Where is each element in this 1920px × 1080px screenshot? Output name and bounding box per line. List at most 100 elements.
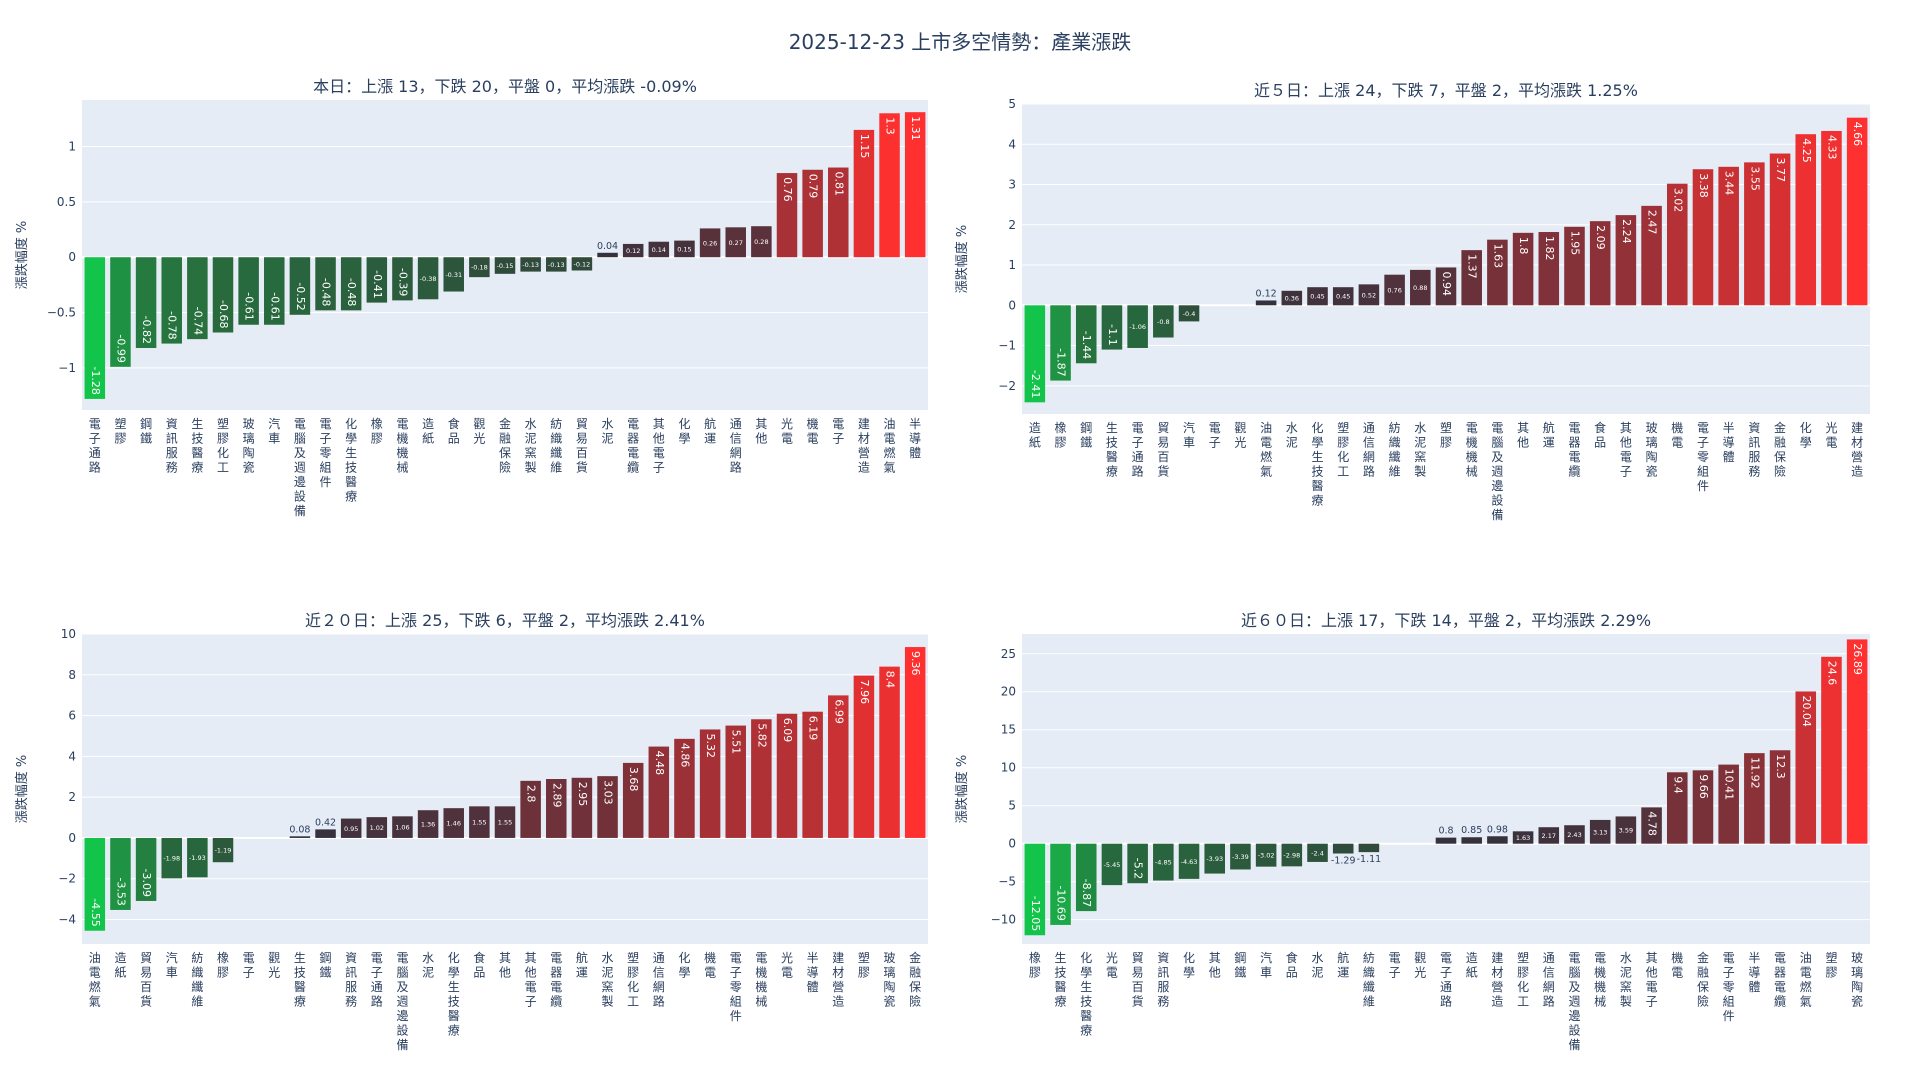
bar-value-label: 4.33 [1825,135,1838,160]
bar [1230,843,1251,870]
bar-value-label: 0.08 [289,824,310,835]
x-tick-label: 汽車 [1260,950,1272,980]
bar [1846,117,1868,306]
bar-value-label: 5.51 [730,730,743,755]
bar-value-label: 3.55 [1748,166,1761,191]
bar [674,738,695,838]
bar-value-label: -0.13 [548,261,565,269]
bar-value-label: 4.66 [1851,122,1864,147]
bar-value-label: -0.4 [1183,310,1196,318]
bar [674,240,695,258]
x-tick-label: 電機機械 [396,417,408,475]
bar-value-label: 2.95 [576,782,589,807]
bar [1435,267,1457,306]
y-tick-label: 1 [1008,258,1016,272]
bar [1795,691,1817,844]
x-tick-label: 光電 [1825,421,1837,450]
x-tick-label: 油電燃氣 [89,951,101,1009]
x-tick-label: 塑膠化工 [217,416,229,475]
bar [648,746,670,838]
bar-value-label: -1.93 [189,854,206,862]
y-tick-label: 0 [68,831,76,845]
x-tick-label: 水泥窯製 [1620,951,1632,1009]
bar [1281,843,1303,867]
y-tick-label: 2 [68,790,76,804]
x-tick-label: 玻璃陶瓷 [1851,951,1863,1009]
x-tick-label: 資訊服務 [1748,421,1760,479]
x-tick-label: 觀光 [1234,421,1246,450]
bar [1358,843,1380,853]
bar-value-label: 0.26 [703,239,717,247]
bar [1461,837,1482,844]
bar [776,173,798,258]
bar-value-label: 1.63 [1516,834,1530,842]
bar-value-label: 0.79 [807,174,820,199]
x-tick-label: 汽車 [268,416,280,446]
bar-value-label: -1.28 [89,366,102,394]
x-tick-label: 電腦及週邊設備 [1491,421,1503,522]
bar-value-label: -0.15 [497,262,514,270]
x-tick-label: 水泥窯製 [525,417,537,475]
x-tick-label: 其他 [1209,951,1221,980]
bar-value-label: 0.42 [315,817,336,828]
x-tick-label: 光電 [781,951,793,980]
bar-value-label: 1.55 [472,819,486,827]
bar [571,777,593,838]
bar [1178,843,1200,879]
y-axis-label: 漲跌幅度 % [14,755,30,824]
x-tick-label: 鋼鐵 [1080,421,1092,450]
y-tick-label: 4 [68,749,76,763]
bar [1615,215,1637,306]
y-tick-label: 20 [1001,685,1016,699]
bar-value-label: -5.2 [1132,858,1145,879]
plot-background [1022,634,1870,944]
bar-value-label: 0.14 [652,246,666,254]
y-tick-label: 5 [1008,799,1016,813]
x-tick-label: 其他電子 [525,951,537,1009]
bar-value-label: 0.81 [832,172,845,197]
chart-panel-today: 本日：上漲 13，下跌 20，平盤 0，平均漲跌 -0.09% −1 −0.5 0 0.… [0,70,960,540]
x-tick-label: 其他電子 [1620,421,1632,479]
bar-value-label: 9.4 [1671,776,1684,794]
bar [776,713,798,838]
bar-value-label: -0.48 [345,278,358,306]
bar-value-label: 1.06 [395,824,409,832]
bar-value-label: -4.85 [1155,859,1172,867]
x-tick-label: 塑膠 [114,416,126,446]
y-tick-label: −1 [58,361,76,375]
bar-value-label: 24.6 [1825,661,1838,686]
bar-value-label: 1.31 [909,116,922,141]
bar [1075,305,1097,364]
bar-value-label: 0.88 [1413,284,1427,292]
x-tick-label: 食品 [1286,950,1298,980]
y-tick-label: 0 [1008,298,1016,312]
x-tick-label: 電器電纜 [1774,951,1786,1009]
bar-value-label: -0.48 [320,278,333,306]
bar-value-label: 0.98 [1487,824,1508,835]
bar [315,257,336,311]
x-tick-label: 航運 [704,416,716,446]
x-tick-label: 水泥 [1312,951,1324,980]
y-axis-label: 漲跌幅度 % [954,225,970,294]
y-tick-label: −1 [998,339,1016,353]
x-tick-label: 油電燃氣 [884,417,896,475]
x-tick-label: 電子 [1389,951,1401,980]
bar [648,241,670,258]
x-tick-label: 造紙 [114,951,126,980]
bar [1127,843,1148,884]
x-tick-label: 電子零組件 [1697,421,1709,493]
y-tick-label: 10 [1001,761,1016,775]
x-tick-label: 電子 [1209,421,1221,450]
plot-background [82,634,928,944]
bar [1255,300,1277,306]
bar-value-label: 3.38 [1697,173,1710,198]
bar-value-label: 9.66 [1697,774,1710,799]
x-tick-label: 紡織纖維 [191,950,203,1009]
bar [289,257,311,315]
bar [1641,807,1662,844]
bar [1795,134,1817,306]
bar [725,725,746,838]
bar-value-label: 1.15 [858,134,871,159]
bar-value-label: 1.46 [446,820,460,828]
bar [264,257,285,325]
